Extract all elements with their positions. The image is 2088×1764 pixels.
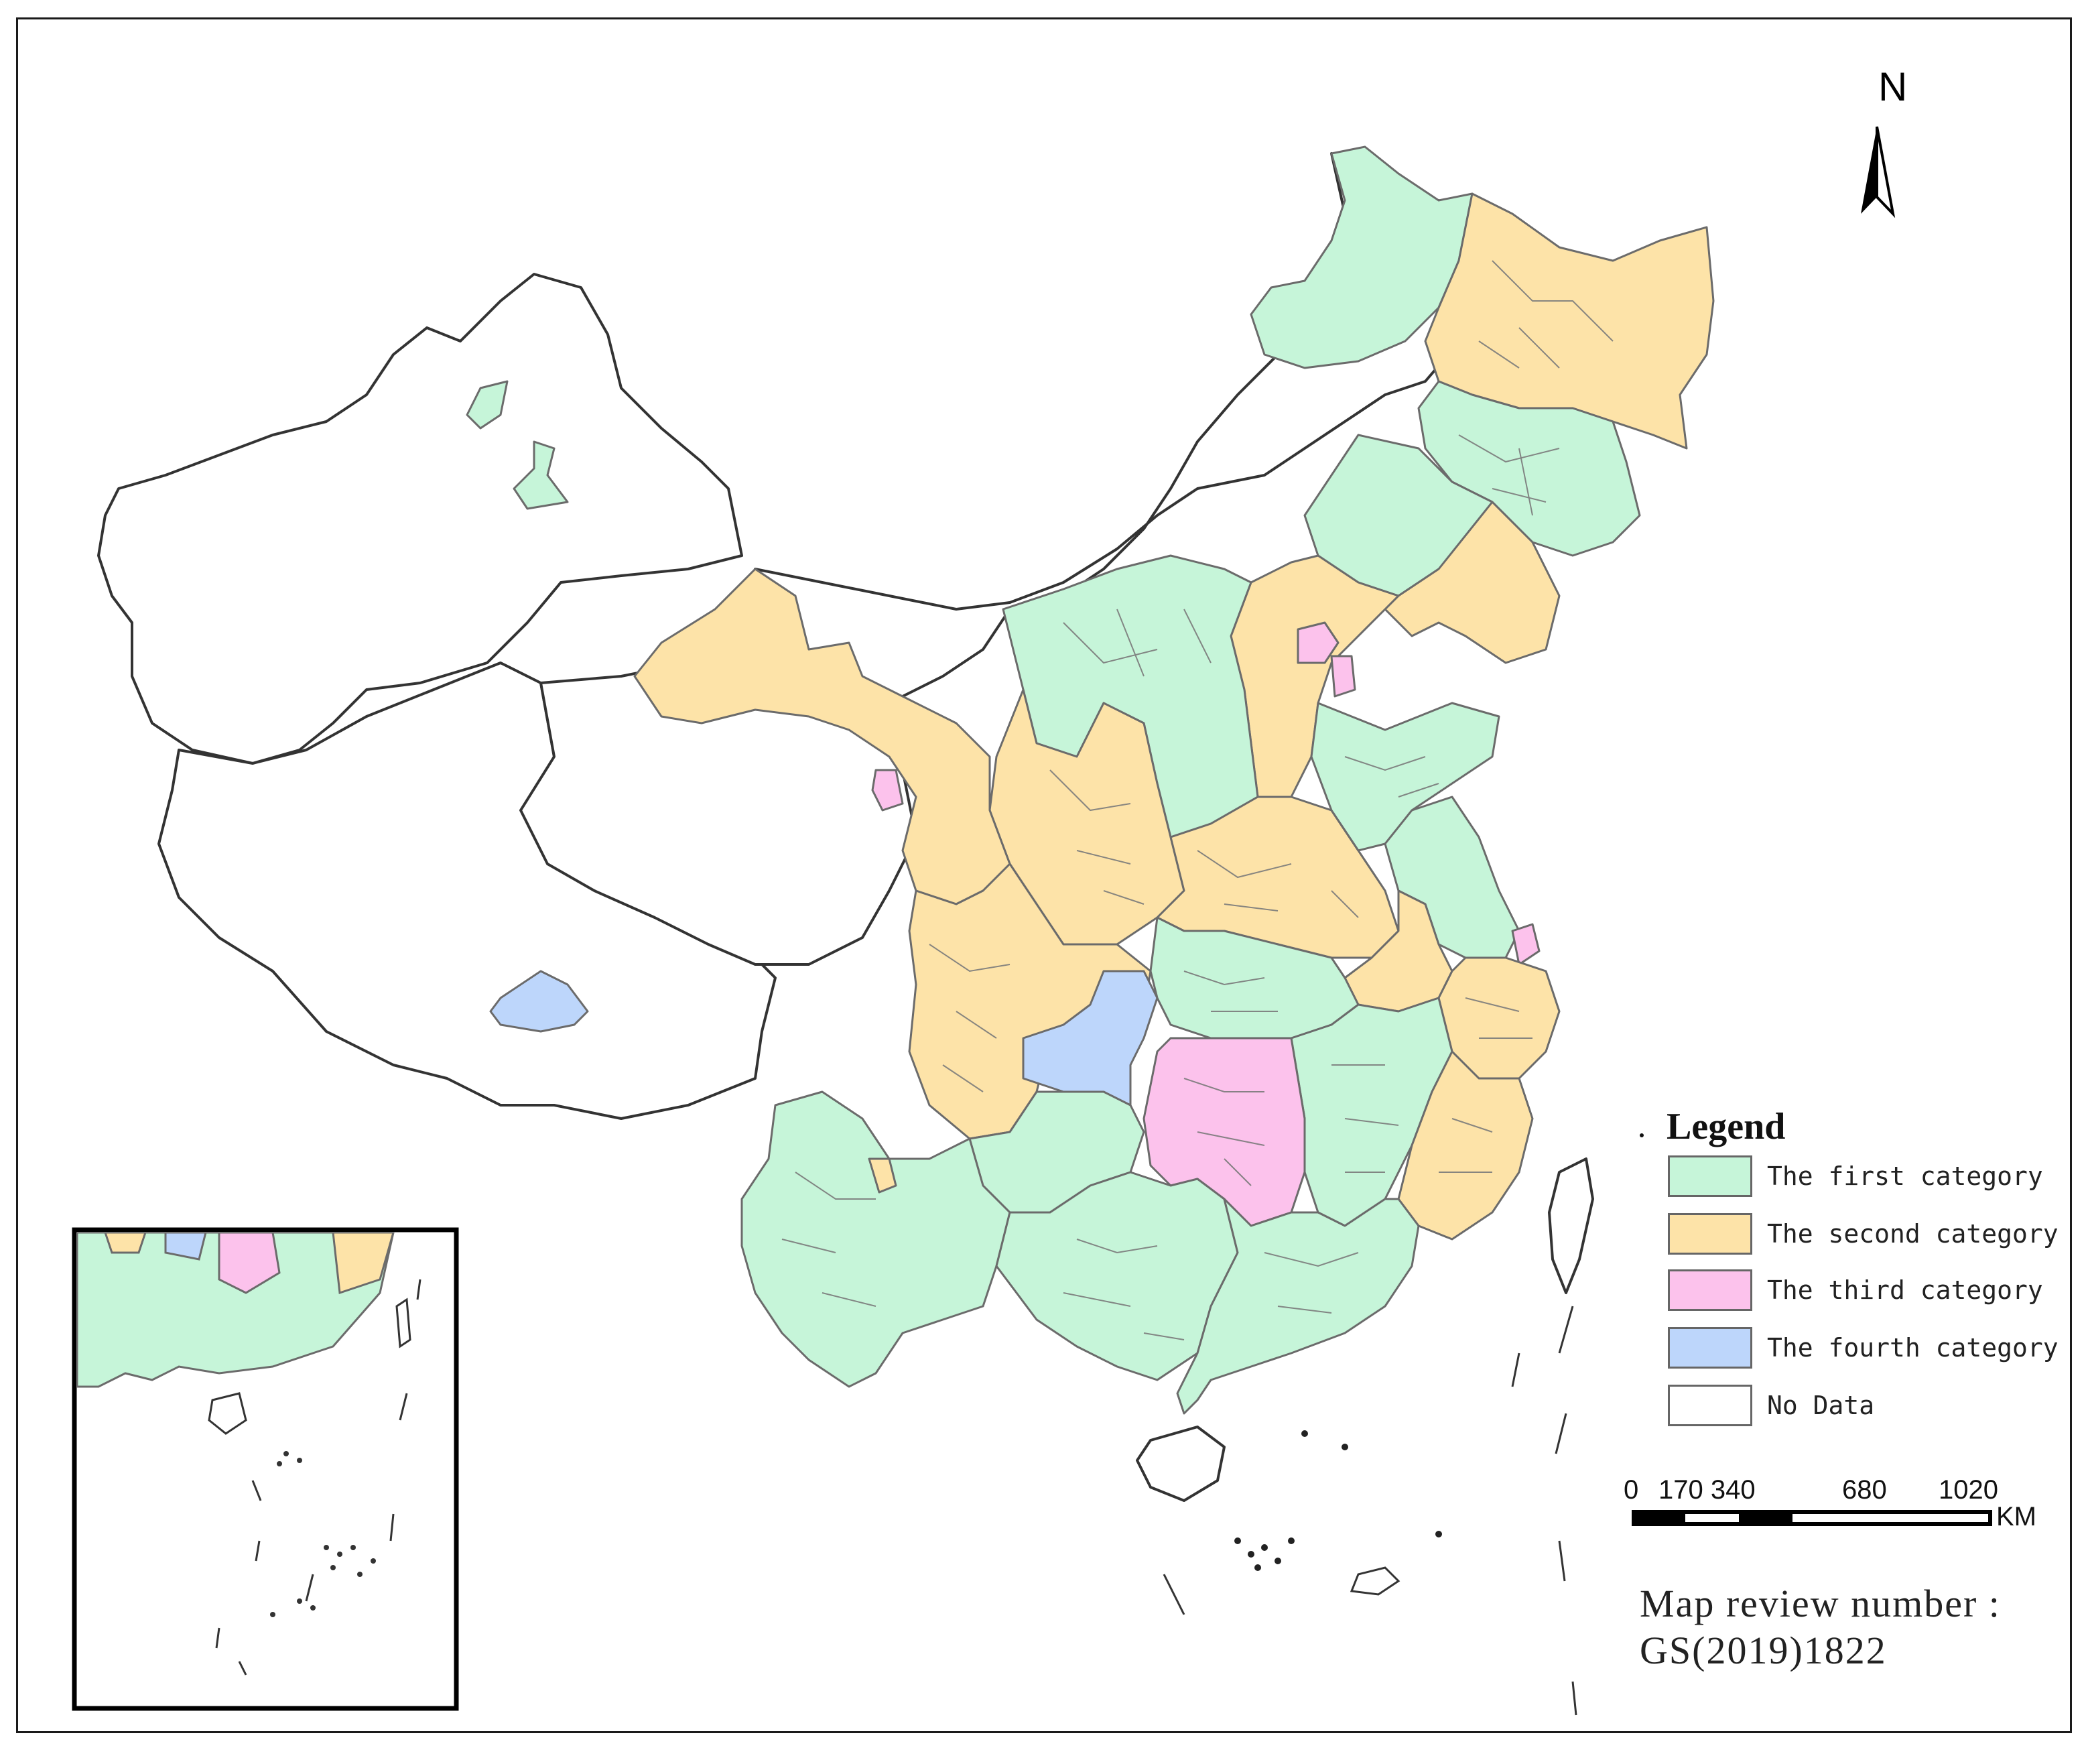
legend-item-second: The second category <box>1668 1212 2059 1255</box>
north-label: N <box>1878 64 1908 109</box>
map-review-number: GS(2019)1822 <box>1640 1629 1887 1672</box>
legend-label: The third category <box>1767 1275 2043 1305</box>
region-heilongjiang-west <box>1250 145 1474 369</box>
legend-label: The fourth category <box>1767 1333 2059 1363</box>
legend-item-no-data: No Data <box>1668 1384 1874 1427</box>
scale-tick-label: 1020 <box>1939 1475 1998 1505</box>
region-taiwan <box>1548 1157 1594 1294</box>
legend-swatch-second <box>1668 1213 1752 1255</box>
legend-swatch-no-data <box>1668 1385 1752 1426</box>
legend-item-third: The third category <box>1668 1269 2043 1312</box>
legend-swatch-first <box>1668 1155 1752 1197</box>
region-heilongjiang-east <box>1424 192 1715 450</box>
region-yunnan <box>740 1090 1011 1388</box>
region-xinjiang-central <box>513 440 569 510</box>
region-beijing <box>1297 621 1340 664</box>
island-outline <box>1350 1566 1400 1596</box>
region-jilin <box>1417 380 1641 557</box>
map-review-label: Map review number : <box>1640 1582 2001 1625</box>
region-yunnan-small <box>868 1157 897 1194</box>
region-tianjin <box>1330 655 1356 698</box>
map-canvas <box>72 126 1992 1716</box>
scale-unit-label: KM <box>1996 1502 2036 1531</box>
region-xinjiang-north <box>466 380 509 430</box>
legend-label: The second category <box>1767 1219 2059 1249</box>
region-hainan <box>1136 1426 1226 1502</box>
scale-tick-label: 680 <box>1842 1475 1887 1505</box>
legend-item-fourth: The fourth category <box>1668 1326 2059 1369</box>
scale-bar <box>1632 1510 1992 1526</box>
region-tibet <box>157 662 777 1120</box>
legend-title: Legend <box>1667 1106 1786 1147</box>
region-qinghai-xining <box>871 769 904 812</box>
region-shanghai <box>1511 923 1541 966</box>
legend-item-first: The first category <box>1668 1155 2043 1198</box>
map-frame: N Legend The first category The second c… <box>16 17 2072 1733</box>
legend-label: The first category <box>1767 1161 2043 1191</box>
region-shandong <box>1310 702 1500 852</box>
legend-label: No Data <box>1767 1391 1875 1420</box>
scale-tick-label: 0 <box>1624 1475 1639 1505</box>
region-tibet-lhasa <box>489 970 589 1033</box>
inset-map <box>72 1227 459 1711</box>
north-arrow <box>1861 126 1896 218</box>
legend-swatch-fourth <box>1668 1327 1752 1369</box>
region-liaoning <box>1384 501 1561 664</box>
scale-tick-label: 170 340 <box>1658 1475 1756 1505</box>
legend-swatch-third <box>1668 1269 1752 1311</box>
legend-bullet <box>1640 1133 1644 1137</box>
